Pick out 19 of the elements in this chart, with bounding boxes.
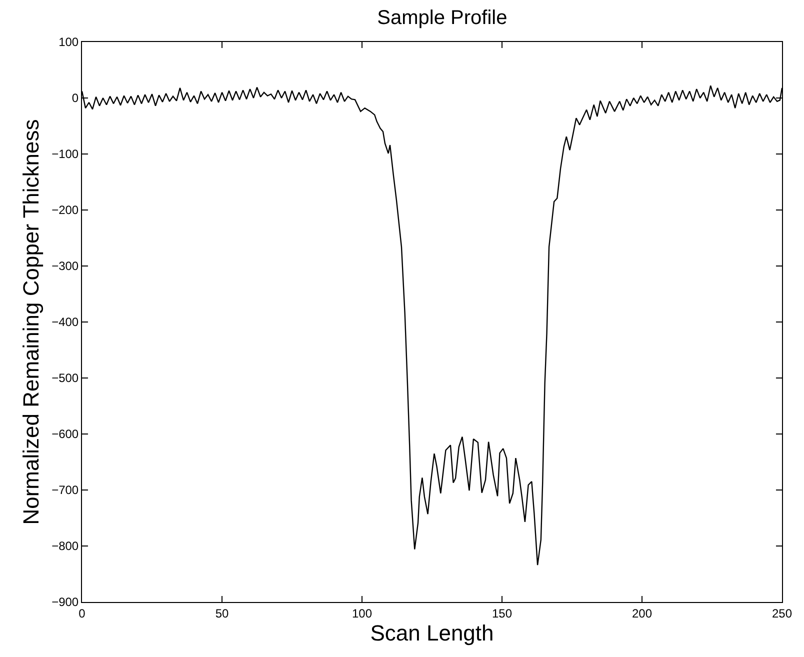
y-axis-title: Normalized Remaining Copper Thickness [18,119,44,525]
y-tick-label: −300 [52,259,79,274]
chart-title: Sample Profile [377,6,508,29]
x-axis-title: Scan Length [370,620,494,646]
y-tick-label: −200 [52,203,79,218]
y-tick-label: −100 [52,147,79,162]
y-tick-label: −700 [52,483,79,498]
y-tick-label: 100 [58,35,79,50]
x-tick-label: 100 [352,606,372,620]
y-tick-label: 0 [72,91,79,106]
x-tick-label: 50 [215,606,229,620]
x-tick-label: 150 [492,606,512,620]
y-tick-label: −400 [52,315,79,330]
x-tick-label: 200 [632,606,652,620]
y-tick-label: −900 [52,595,79,610]
y-tick-label: −600 [52,427,79,442]
x-tick-label: 250 [772,606,792,620]
y-tick-label: −800 [52,539,79,554]
y-tick-label: −500 [52,371,79,386]
